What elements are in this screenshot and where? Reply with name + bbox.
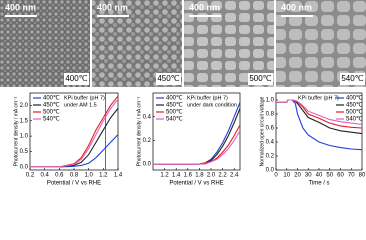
temperature-label: 540℃ [341, 74, 363, 83]
series-line [30, 134, 119, 168]
x-tick-label: 1.4 [172, 173, 181, 179]
x-tick-label: 2.2 [218, 173, 227, 179]
y-tick-label: 0.4 [143, 114, 152, 120]
x-tick-label: 0.8 [70, 173, 79, 179]
y-tick-label: 0.2 [143, 138, 152, 144]
scale-bar-label: 400 nm [281, 2, 312, 12]
scale-bar [5, 15, 37, 17]
series-line [30, 98, 119, 168]
chart: 0 10 20 30 40 50 60 70 80 0.0 0.2 0.4 0.6 0.8 1.0 Time … [259, 92, 366, 187]
y-tick-label: 2.0 [20, 103, 29, 109]
legend-label: 540℃ [43, 117, 60, 123]
temperature-label: 500℃ [249, 74, 271, 83]
x-tick-label: 0 [274, 173, 278, 179]
figure: 400 nm 400℃ 400 nm 450℃ 400 nm 500℃ 400 nm 540℃… [0, 0, 366, 187]
y-tick-label: 0.4 [266, 140, 275, 146]
y-tick-label: 0.2 [266, 154, 275, 160]
x-tick-label: 1.6 [184, 173, 193, 179]
label-box [248, 73, 273, 85]
temperature-label: 450℃ [157, 74, 179, 83]
scale-bar-label: 400 nm [5, 2, 36, 12]
x-axis-label: Potential / V vs RHE [47, 181, 101, 187]
scale-bar [97, 15, 129, 17]
sem-image [276, 0, 366, 87]
x-tick-label: 10 [283, 173, 290, 179]
chart: 0.2 0.4 0.6 0.8 1.0 1.2 1.4 0.0 0.5 1.0 1.5 2.0 Pote… [13, 92, 123, 187]
x-tick-label: 1.8 [195, 173, 204, 179]
label-box [340, 73, 365, 85]
scale-bar-label: 400 nm [189, 2, 220, 12]
annotation: under AM 1.5 [64, 102, 97, 108]
y-tick-label: 0.8 [266, 112, 275, 118]
sem-image [184, 0, 274, 87]
x-tick-label: 1.2 [99, 173, 108, 179]
x-tick-label: 60 [337, 173, 344, 179]
y-tick-label: 1.0 [20, 134, 29, 140]
label-box [64, 73, 89, 85]
x-tick-label: 70 [348, 173, 355, 179]
y-tick-label: 0.0 [266, 168, 275, 174]
x-tick-label: 50 [326, 173, 333, 179]
charts: 0.2 0.4 0.6 0.8 1.0 1.2 1.40.00.51.01.52.0Pote… [13, 92, 366, 187]
x-tick-label: 80 [359, 173, 366, 179]
legend-label: 450℃ [346, 103, 363, 109]
y-tick-label: 1.5 [20, 118, 29, 124]
y-tick-label: 0.0 [143, 162, 152, 168]
x-tick-label: 0.6 [55, 173, 64, 179]
series-line [153, 124, 241, 165]
label-box [156, 73, 181, 85]
annotation: under dark condition [187, 102, 237, 108]
y-axis-label: Photocurrent density / mA cm⁻² [13, 96, 19, 166]
y-axis-label: Normalized open circuit voltage [259, 96, 265, 166]
x-axis-label: Time / s [308, 181, 329, 187]
x-tick-label: 30 [305, 173, 312, 179]
sem-image [0, 0, 90, 87]
legend-label: 400℃ [43, 96, 60, 102]
series-line [276, 99, 363, 126]
temperature-label: 400℃ [65, 74, 87, 83]
x-tick-label: 0.4 [40, 173, 49, 179]
x-tick-label: 1.4 [114, 173, 123, 179]
legend-label: 500℃ [43, 110, 60, 116]
y-tick-label: 0.6 [266, 126, 275, 132]
sem-image [92, 0, 182, 87]
series-line [153, 130, 241, 165]
x-tick-label: 1.2 [160, 173, 169, 179]
legend-label: 450℃ [43, 103, 60, 109]
scale-bar-label: 400 nm [97, 2, 128, 12]
x-tick-label: 1.0 [84, 173, 93, 179]
scale-bar [281, 15, 313, 17]
legend-label: 400℃ [166, 96, 183, 102]
legend-label: 500℃ [166, 110, 183, 116]
x-tick-label: 40 [316, 173, 323, 179]
x-tick-label: 2.4 [230, 173, 239, 179]
y-axis-label: Photocurrent density / mA cm⁻² [136, 96, 142, 166]
chart: 1.2 1.4 1.6 1.8 2.0 2.2 2.4 0.0 0.2 0.4 Potential … [136, 92, 241, 187]
legend-label: 500℃ [346, 110, 363, 116]
annotation: KPi buffer (pH 7) [298, 95, 339, 101]
legend-label: 540℃ [346, 117, 363, 123]
x-tick-label: 2.0 [207, 173, 216, 179]
y-tick-label: 0.5 [20, 149, 29, 155]
legend-label: 400℃ [346, 96, 363, 102]
y-tick-label: 1.0 [266, 98, 275, 104]
scale-bar [189, 15, 221, 17]
legend-label: 540℃ [166, 117, 183, 123]
x-tick-label: 20 [294, 173, 301, 179]
annotation: KPi buffer (pH 7) [64, 95, 105, 101]
y-tick-label: 0.0 [20, 164, 29, 170]
annotation: KPi buffer (pH 7) [187, 95, 228, 101]
x-axis-label: Potential / V vs RHE [169, 181, 223, 187]
x-tick-label: 0.2 [26, 173, 35, 179]
sem-panels: 400 nm 400℃ 400 nm 450℃ 400 nm 500℃ 400 nm 540℃ [0, 0, 366, 87]
legend-label: 450℃ [166, 103, 183, 109]
